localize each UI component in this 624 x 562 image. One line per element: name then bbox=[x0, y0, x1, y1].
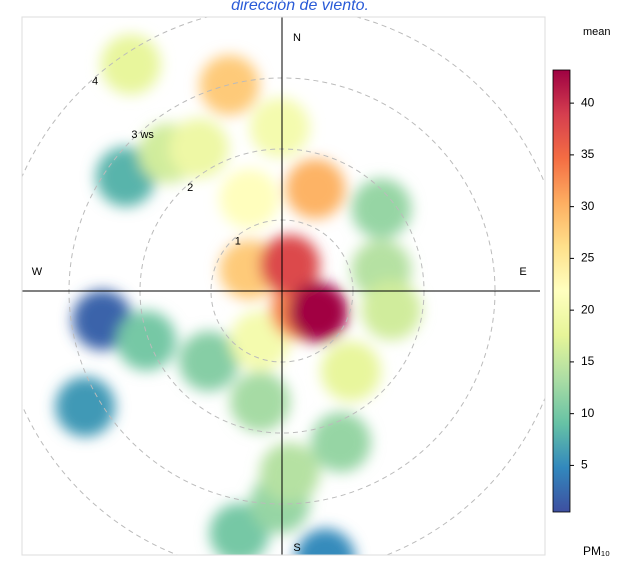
data-blob bbox=[116, 310, 177, 371]
direction-label: N bbox=[293, 32, 301, 44]
colorbar-tick-label: 40 bbox=[581, 95, 595, 109]
ring-label: 4 bbox=[92, 76, 98, 88]
data-blob bbox=[361, 280, 422, 341]
direction-label: W bbox=[32, 266, 43, 278]
ring-label: 2 bbox=[187, 182, 193, 194]
panel-border bbox=[21, 16, 546, 556]
colorbar bbox=[552, 69, 571, 513]
direction-label: E bbox=[519, 266, 526, 278]
data-blob bbox=[295, 528, 356, 555]
colorbar-tick-label: 30 bbox=[581, 199, 595, 213]
data-blob bbox=[310, 412, 371, 473]
colorbar-tick-label: 5 bbox=[581, 458, 588, 472]
data-blob bbox=[55, 376, 116, 437]
data-blob bbox=[168, 118, 229, 179]
colorbar-tick-label: 10 bbox=[581, 406, 595, 420]
data-blob bbox=[100, 34, 161, 95]
direction-label: S bbox=[293, 542, 300, 554]
data-blob bbox=[259, 234, 320, 295]
chart-title: dirección de viento. bbox=[231, 0, 369, 14]
data-blob bbox=[199, 55, 260, 116]
data-blob bbox=[229, 371, 290, 432]
data-blob bbox=[288, 282, 349, 343]
data-blob bbox=[249, 97, 310, 158]
data-blob bbox=[178, 331, 239, 392]
data-blob bbox=[219, 168, 280, 229]
legend-title: mean bbox=[583, 26, 611, 38]
data-blob bbox=[351, 178, 412, 239]
colorbar-tick-label: 35 bbox=[581, 147, 595, 161]
colorbar-tick-label: 20 bbox=[581, 302, 595, 316]
legend-unit: PM₁₀ bbox=[583, 544, 610, 558]
data-blob bbox=[259, 442, 320, 503]
data-blob bbox=[320, 341, 381, 402]
ring-label: 1 bbox=[235, 235, 241, 247]
ring-label: 3 ws bbox=[131, 129, 154, 141]
plot-area: 1 2 3 ws 4 bbox=[22, 17, 545, 555]
surface bbox=[55, 34, 422, 555]
colorbar-tick-label: 25 bbox=[581, 251, 595, 265]
data-blob bbox=[285, 158, 346, 219]
colorbar-tick-label: 15 bbox=[581, 354, 595, 368]
